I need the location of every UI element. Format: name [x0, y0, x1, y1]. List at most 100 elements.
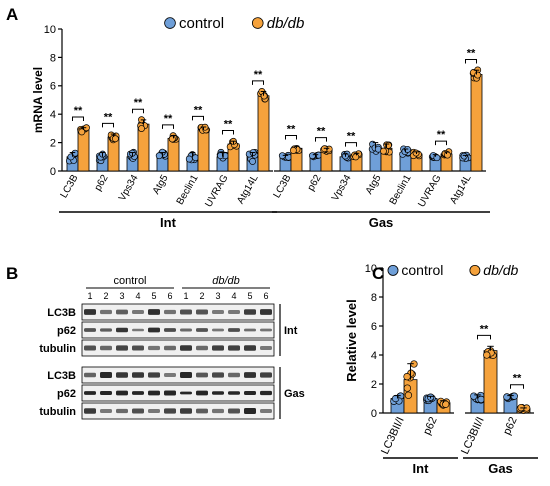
blot-tissue-label-int: Int [284, 325, 298, 337]
blot-band-gas-tubulin [148, 408, 160, 414]
legend-label-control: control [401, 262, 443, 278]
blot-band-int-lc3b [148, 309, 160, 315]
blot-band-gas-tubulin [212, 408, 224, 414]
blot-row-label-p62: p62 [57, 388, 76, 400]
category-label-int-vps34: Vps34 [117, 173, 141, 203]
y-tick-label-0: 0 [50, 166, 56, 178]
blot-header-control: control [113, 275, 146, 287]
blot-band-gas-tubulin [180, 408, 192, 414]
sig-bracket-gas-atg14l [465, 59, 477, 64]
sig-bracket-gas-lc3bii-i [477, 334, 491, 340]
dot-gas-atg14l-control [460, 152, 468, 160]
category-label-int-atg5: Atg5 [151, 173, 171, 197]
category-label-gas-lc3bii-i: LC3BII/I [459, 415, 487, 456]
dot-int-vps34-db-db [138, 125, 145, 132]
sig-bracket-int-vps34 [132, 108, 144, 114]
category-label-int-lc3b: LC3B [59, 173, 81, 200]
blot-band-int-p62 [228, 328, 240, 332]
lane-number: 6 [263, 291, 268, 301]
panel-c-chart: 0 2 4 6 8 10 Relative level LC3BII/I p62 Int ** LC3… [344, 262, 538, 476]
lane-number: 5 [151, 291, 156, 301]
blot-band-gas-lc3b [180, 372, 192, 378]
bar-int-atg14l-db-db [257, 95, 270, 172]
blot-band-gas-p62 [180, 391, 192, 395]
dot-int-atg14l-control [249, 157, 257, 165]
blot-band-int-tubulin [196, 345, 208, 351]
blot-band-gas-lc3b [228, 372, 240, 378]
blot-band-int-p62 [212, 328, 224, 332]
lane-number: 1 [183, 291, 188, 301]
blot-strip-gas-p62 [81, 384, 275, 402]
blot-band-gas-tubulin [132, 408, 144, 414]
lane-number: 2 [103, 291, 108, 301]
sig-marker-int-uvrag: ** [224, 119, 233, 131]
dot-gas-p62-control [510, 392, 518, 400]
y-tick-label-0: 0 [371, 408, 377, 420]
blot-band-gas-tubulin [196, 408, 208, 414]
blot-band-gas-p62 [116, 390, 128, 396]
category-label-gas-atg14l: Atg14L [448, 173, 474, 206]
y-axis-label: mRNA level [31, 67, 45, 133]
y-tick-label-6: 6 [50, 81, 56, 93]
blot-row-label-tubulin: tubulin [39, 343, 76, 355]
blot-band-gas-p62 [164, 390, 176, 396]
blot-band-int-p62 [132, 328, 144, 332]
blot-band-int-tubulin [84, 345, 96, 351]
blot-band-gas-lc3b [132, 372, 144, 378]
y-tick-label-2: 2 [371, 379, 377, 391]
blot-band-gas-p62 [228, 391, 240, 395]
blot-row-label-lc3b: LC3B [47, 307, 76, 319]
sig-bracket-gas-p62 [315, 137, 327, 142]
blot-band-gas-p62 [244, 390, 256, 396]
lane-number: 5 [247, 291, 252, 301]
panel-b-western-blot: control db/db 1 2 3 4 5 6 1 2 3 4 5 6 LC3B p62 tubulin In… [39, 275, 305, 420]
sig-bracket-gas-vps34 [345, 142, 357, 147]
dot-int-atg5-control [155, 152, 163, 160]
blot-band-int-tubulin [260, 345, 272, 351]
blot-strip-gas-tubulin [81, 402, 275, 420]
blot-strip-gas-lc3b [81, 366, 275, 384]
dot-gas-lc3bii-i-db-db [483, 351, 491, 359]
legend-marker-control [387, 264, 399, 276]
sig-marker-int-vps34: ** [134, 97, 143, 109]
dot-int-atg5-db-db [168, 135, 176, 143]
category-label-gas-vps34: Vps34 [330, 173, 354, 203]
dot-int-lc3bii-i-db-db [403, 372, 411, 381]
panel-a-chart: 0 2 4 6 8 10 mRNA level ** LC3B ** p62 ** Vps34 ** Atg… [31, 15, 490, 230]
blot-row-label-p62: p62 [57, 325, 76, 337]
category-label-gas-beclin1: Beclin1 [388, 173, 414, 207]
bar-gas-atg14l-db-db [470, 74, 483, 172]
blot-band-int-lc3b [84, 309, 96, 315]
y-tick-label-4: 4 [371, 350, 377, 362]
dot-gas-p62-control [503, 393, 511, 401]
y-tick-label-6: 6 [371, 321, 377, 333]
blot-band-int-lc3b [164, 309, 176, 315]
y-tick-label-10: 10 [44, 24, 56, 36]
panel-label-c: C [372, 264, 384, 283]
blot-band-int-lc3b [228, 309, 240, 315]
dot-int-p62-db-db [111, 135, 119, 143]
blot-band-gas-lc3b [116, 372, 128, 378]
sig-bracket-int-atg5 [162, 124, 174, 129]
group-label-gas: Gas [369, 215, 394, 230]
blot-band-gas-lc3b [196, 372, 208, 378]
panel-label-b: B [6, 264, 18, 283]
lane-number: 3 [119, 291, 124, 301]
blot-band-int-p62 [148, 327, 160, 333]
blot-band-int-tubulin [132, 345, 144, 351]
category-label-int-p62: p62 [421, 415, 440, 437]
blot-band-gas-lc3b [84, 372, 96, 378]
y-tick-label-2: 2 [50, 137, 56, 149]
blot-band-gas-tubulin [164, 408, 176, 414]
blot-band-int-tubulin [164, 345, 176, 351]
legend-label-control: control [179, 15, 224, 32]
lane-number: 3 [215, 291, 220, 301]
blot-band-gas-p62 [132, 391, 144, 395]
blot-band-gas-lc3b [164, 372, 176, 378]
blot-band-gas-p62 [148, 390, 160, 396]
sig-bracket-int-beclin1 [192, 115, 204, 121]
blot-band-int-p62 [244, 328, 256, 332]
blot-band-int-p62 [180, 328, 192, 332]
dot-gas-uvrag-db-db [444, 151, 451, 159]
bar-gas-lc3bii-i-db-db [483, 350, 498, 414]
